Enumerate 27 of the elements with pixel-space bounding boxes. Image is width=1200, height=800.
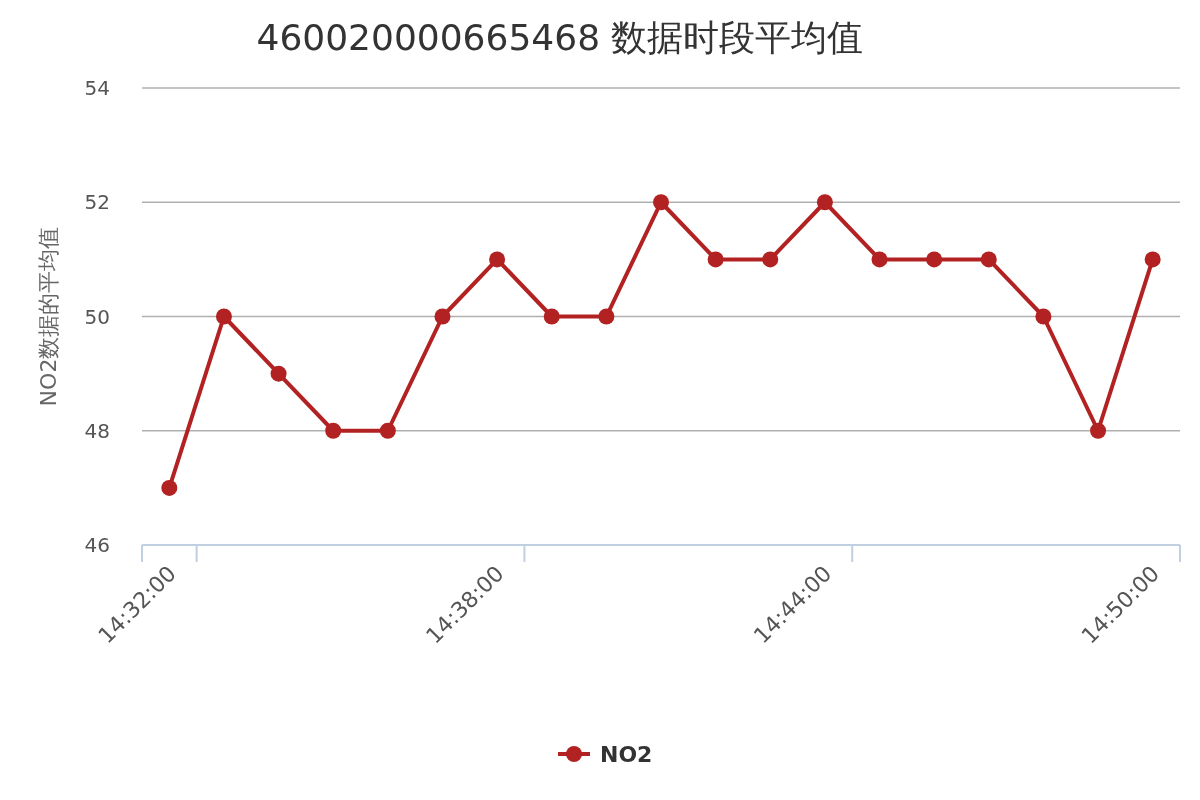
point — [1090, 422, 1107, 439]
point — [980, 251, 997, 268]
point — [270, 365, 287, 382]
point — [871, 251, 888, 268]
point — [434, 308, 451, 325]
point — [161, 479, 178, 496]
y-tick-label: 48 — [84, 418, 110, 443]
legend-label: NO2 — [600, 742, 653, 767]
point — [379, 422, 396, 439]
point — [1035, 308, 1052, 325]
y-axis-title: NO2数据的平均值 — [36, 226, 61, 407]
point — [598, 308, 615, 325]
y-tick-label: 50 — [84, 304, 110, 329]
point — [762, 251, 779, 268]
point — [325, 422, 342, 439]
point — [816, 194, 833, 211]
point — [1144, 251, 1161, 268]
y-tick-label: 52 — [84, 190, 110, 215]
y-tick-label: 46 — [84, 533, 110, 557]
point — [489, 251, 506, 268]
point — [926, 251, 943, 268]
y-tick-label: 54 — [84, 76, 110, 100]
point — [215, 308, 232, 325]
point — [653, 194, 669, 211]
chart-title: 460020000665468 数据时段平均值 — [256, 17, 864, 58]
point — [543, 308, 560, 325]
point — [707, 251, 724, 268]
